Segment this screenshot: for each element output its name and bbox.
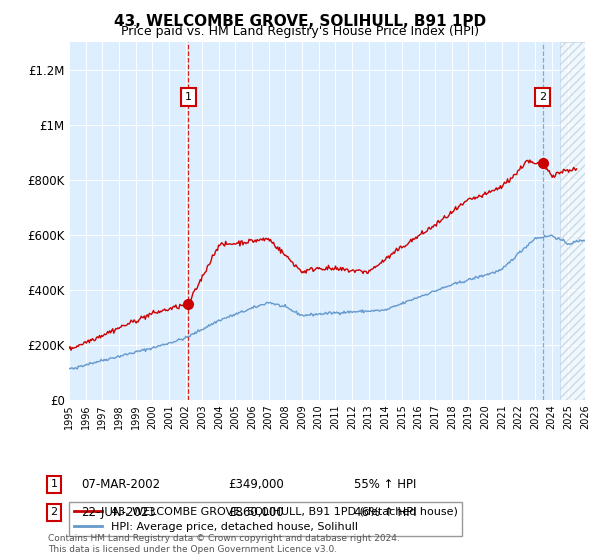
Text: 07-MAR-2002: 07-MAR-2002 xyxy=(81,478,160,491)
Text: 46% ↑ HPI: 46% ↑ HPI xyxy=(354,506,416,519)
Bar xyxy=(560,42,585,400)
Text: 2: 2 xyxy=(539,92,547,102)
Text: 1: 1 xyxy=(50,479,58,489)
Text: This data is licensed under the Open Government Licence v3.0.: This data is licensed under the Open Gov… xyxy=(48,545,337,554)
Text: 43, WELCOMBE GROVE, SOLIHULL, B91 1PD: 43, WELCOMBE GROVE, SOLIHULL, B91 1PD xyxy=(114,14,486,29)
Text: Contains HM Land Registry data © Crown copyright and database right 2024.: Contains HM Land Registry data © Crown c… xyxy=(48,534,400,543)
Text: 55% ↑ HPI: 55% ↑ HPI xyxy=(354,478,416,491)
Text: 1: 1 xyxy=(185,92,192,102)
Text: £860,000: £860,000 xyxy=(228,506,284,519)
Legend: 43, WELCOMBE GROVE, SOLIHULL, B91 1PD (detached house), HPI: Average price, deta: 43, WELCOMBE GROVE, SOLIHULL, B91 1PD (d… xyxy=(70,502,462,536)
Text: 2: 2 xyxy=(50,507,58,517)
Text: £349,000: £349,000 xyxy=(228,478,284,491)
Text: Price paid vs. HM Land Registry's House Price Index (HPI): Price paid vs. HM Land Registry's House … xyxy=(121,25,479,38)
Text: 22-JUN-2023: 22-JUN-2023 xyxy=(81,506,156,519)
